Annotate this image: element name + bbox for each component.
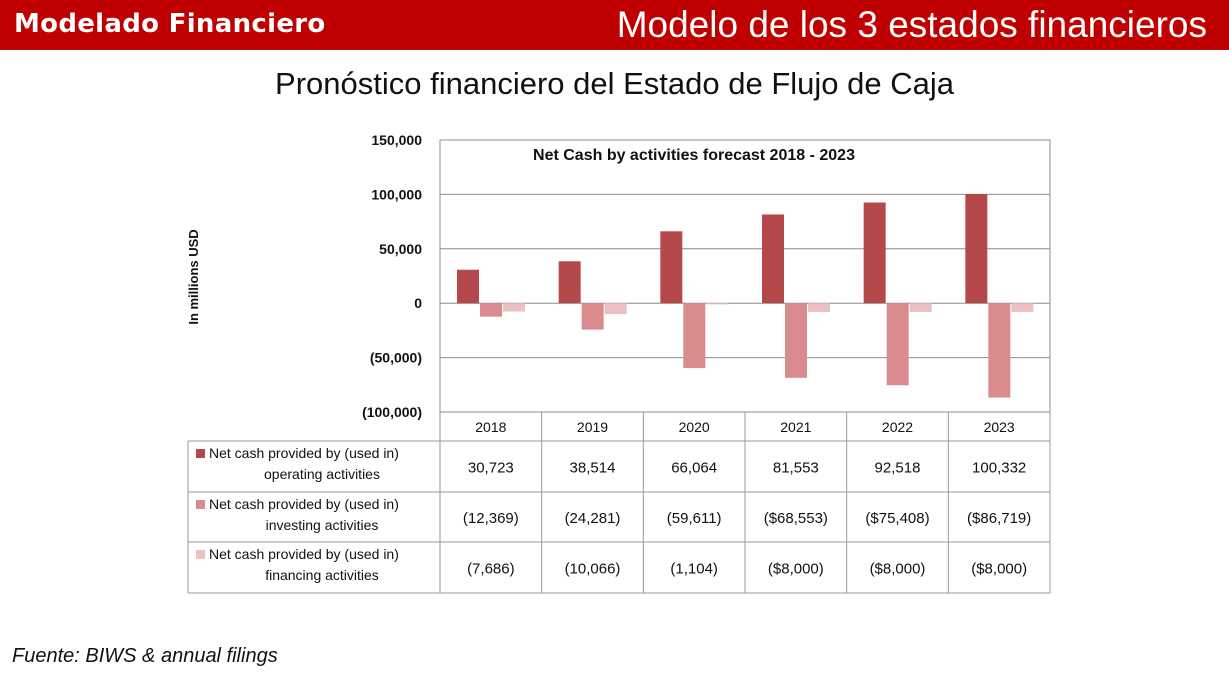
category-label: 2022	[882, 419, 913, 435]
bar	[503, 303, 525, 312]
data-table-value: 30,723	[468, 460, 514, 477]
header-bar: Modelado Financiero Modelo de los 3 esta…	[0, 0, 1229, 50]
data-table-value: (1,104)	[670, 561, 718, 578]
y-tick-label: 0	[414, 295, 422, 311]
bar	[863, 202, 886, 304]
legend-label: Net cash provided by (used in)	[209, 546, 399, 562]
data-table-value: ($8,000)	[768, 561, 824, 578]
category-label: 2018	[475, 419, 506, 435]
data-table-value: 38,514	[570, 460, 616, 477]
bar	[988, 303, 1011, 398]
slide-subtitle: Pronóstico financiero del Estado de Fluj…	[275, 66, 954, 101]
source-note: Fuente: BIWS & annual filings	[12, 645, 278, 667]
legend-swatch	[196, 449, 205, 458]
legend-swatch	[196, 550, 205, 559]
y-tick-label: 150,000	[371, 132, 422, 148]
bar	[762, 214, 784, 304]
bar	[604, 303, 627, 315]
category-label: 2023	[984, 419, 1015, 435]
bar	[909, 303, 932, 312]
bar	[706, 303, 729, 305]
legend-label: Net cash provided by (used in)	[209, 445, 399, 461]
data-table-value: (59,611)	[667, 510, 722, 527]
category-label: 2019	[577, 419, 608, 435]
data-table-value: (10,066)	[565, 561, 621, 578]
data-table-value: (24,281)	[565, 510, 621, 527]
bar	[785, 303, 807, 378]
y-tick-label: 100,000	[371, 186, 422, 202]
data-table-value: ($75,408)	[865, 510, 929, 527]
bar	[886, 303, 909, 386]
chart-title: Net Cash by activities forecast 2018 - 2…	[533, 147, 855, 164]
y-tick-label: (100,000)	[362, 404, 422, 420]
bar	[808, 303, 830, 312]
plot-area	[439, 139, 1051, 413]
bar	[1011, 303, 1034, 312]
legend-label: investing activities	[266, 517, 379, 533]
y-axis-label: In millions USD	[186, 229, 201, 324]
legend-swatch	[196, 500, 205, 509]
legend-label: operating activities	[264, 466, 380, 482]
bar	[660, 231, 683, 304]
legend-label: Net cash provided by (used in)	[209, 496, 399, 512]
bar	[558, 261, 581, 304]
data-table-value: ($8,000)	[971, 561, 1027, 578]
data-table-value: (7,686)	[467, 561, 515, 578]
brand-title: Modelado Financiero	[14, 9, 326, 39]
y-tick-label: 50,000	[379, 241, 422, 257]
data-table-value: (12,369)	[463, 510, 519, 527]
data-table-value: 81,553	[773, 460, 819, 477]
bar	[457, 269, 479, 304]
data-table-value: ($68,553)	[764, 510, 828, 527]
y-tick-label: (50,000)	[370, 350, 422, 366]
slide-headline: Modelo de los 3 estados financieros	[616, 4, 1207, 45]
category-label: 2020	[679, 419, 710, 435]
bar	[581, 303, 604, 330]
data-table-value: ($86,719)	[967, 510, 1031, 527]
data-table-value: 66,064	[671, 460, 717, 477]
bar	[683, 303, 706, 369]
bar	[965, 194, 988, 304]
data-table-value: 92,518	[875, 460, 921, 477]
legend-label: financing activities	[265, 567, 379, 583]
category-label: 2021	[780, 419, 811, 435]
data-table-value: ($8,000)	[870, 561, 926, 578]
bar	[480, 303, 502, 317]
data-table-value: 100,332	[972, 460, 1026, 477]
